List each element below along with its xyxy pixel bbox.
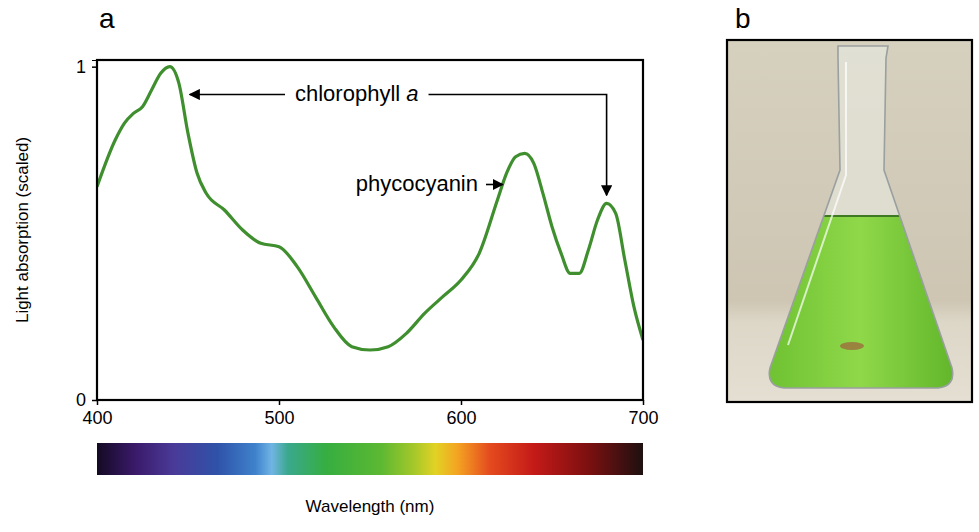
absorption-line	[97, 67, 643, 350]
panel-letter: b	[735, 3, 751, 34]
figure: 40050060070001chlorophyll aphycocyaninaL…	[0, 0, 979, 532]
y-axis-title: Light absorption (scaled)	[13, 137, 32, 323]
plot-frame	[97, 60, 643, 400]
plot-background	[97, 60, 643, 400]
spectrum-bar	[97, 443, 643, 475]
x-tick: 500	[264, 400, 294, 428]
x-axis-title: Wavelength (nm)	[306, 497, 435, 516]
panel-a: 40050060070001chlorophyll aphycocyanin	[76, 57, 659, 428]
x-tick-label: 600	[446, 408, 476, 428]
x-tick: 700	[628, 400, 658, 428]
flask-outline	[769, 46, 952, 388]
x-axis-line	[98, 401, 644, 406]
y-axis: 01	[76, 57, 98, 410]
y-tick-label: 0	[76, 390, 86, 410]
annotation-arrow	[486, 184, 503, 186]
x-tick-label: 700	[628, 408, 658, 428]
x-axis: 400 500 600 700	[82, 400, 658, 428]
annotation-label: phycocyanin	[356, 171, 478, 196]
photo-frame	[727, 40, 972, 402]
photo-background	[727, 40, 972, 402]
x-tick: 600	[446, 400, 476, 428]
flask-highlight	[788, 62, 846, 345]
stir-bar	[840, 342, 864, 350]
marks	[97, 67, 643, 350]
x-tick-label: 500	[264, 408, 294, 428]
x-tick: 400	[82, 400, 112, 428]
x-tick-label: 400	[82, 408, 112, 428]
panel-b	[727, 40, 972, 402]
y-tick-label: 1	[76, 57, 86, 77]
y-tick: 0	[76, 390, 97, 410]
annotation-arrow	[190, 94, 285, 96]
panel-letter: a	[99, 3, 115, 34]
y-tick: 1	[76, 57, 97, 77]
annotation-label: chlorophyll a	[295, 81, 419, 106]
